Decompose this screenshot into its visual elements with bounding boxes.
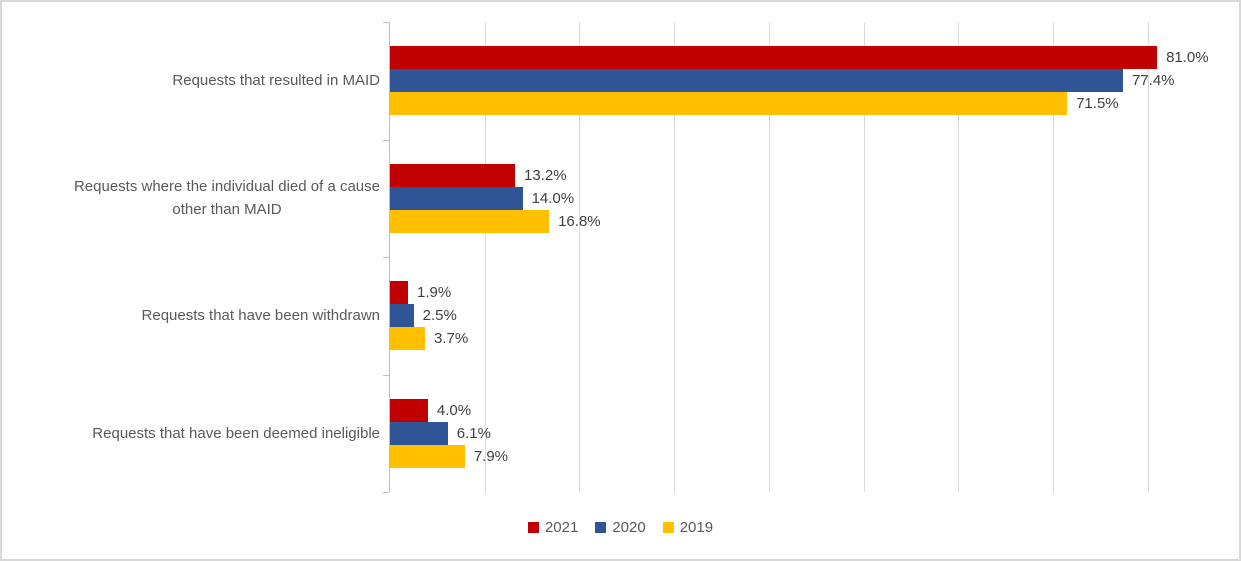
legend-item-2021: 2021 xyxy=(527,519,579,536)
gridline-70 xyxy=(1052,22,1054,492)
data-label-2020: 14.0% xyxy=(531,189,575,207)
bar-2020 xyxy=(390,421,448,445)
bar-2019 xyxy=(390,92,1068,116)
axis-tick xyxy=(383,492,389,493)
gridline-30 xyxy=(674,22,676,492)
data-label-2019: 16.8% xyxy=(558,212,601,230)
bar-2020 xyxy=(390,186,523,210)
legend-swatch-2021 xyxy=(527,522,539,533)
gridline-60 xyxy=(958,22,960,492)
gridline-80 xyxy=(1147,22,1149,492)
data-label-2019: 71.5% xyxy=(1076,95,1119,113)
category-label-text: Requests that have been withdrawn xyxy=(141,307,380,325)
gridline-50 xyxy=(863,22,865,492)
legend-label-2020: 2020 xyxy=(612,519,646,536)
category-label-text: Requests where the individual died of a … xyxy=(73,178,380,219)
category-label: Requests that have been withdrawn xyxy=(14,257,380,375)
axis-tick xyxy=(383,257,389,258)
data-label-2021: 1.9% xyxy=(416,284,452,302)
legend-item-2019: 2019 xyxy=(662,519,714,536)
gridline-40 xyxy=(768,22,770,492)
bar-2020 xyxy=(390,69,1123,93)
legend-item-2020: 2020 xyxy=(595,519,646,536)
legend-swatch-2019 xyxy=(662,522,674,533)
category-label-text: Requests that resulted in MAID xyxy=(172,72,380,90)
bar-2019 xyxy=(390,209,550,233)
axis-tick xyxy=(383,22,389,23)
legend-label-2021: 2021 xyxy=(544,519,579,536)
axis-tick xyxy=(383,139,389,141)
legend-label-2019: 2019 xyxy=(679,519,714,536)
data-label-2020: 77.4% xyxy=(1131,72,1175,90)
category-label: Requests where the individual died of a … xyxy=(14,140,380,258)
category-label-text: Requests that have been deemed ineligibl… xyxy=(92,424,380,442)
data-label-2020: 2.5% xyxy=(422,307,457,325)
legend-swatch-2020 xyxy=(595,522,607,533)
axis-tick xyxy=(383,374,389,376)
data-label-2019: 7.9% xyxy=(473,447,509,465)
data-label-2021: 81.0% xyxy=(1166,49,1209,67)
data-label-2021: 13.2% xyxy=(524,166,567,184)
data-label-2020: 6.1% xyxy=(456,424,491,442)
bar-2021 xyxy=(390,163,515,187)
bar-2021 xyxy=(390,398,428,422)
data-label-2019: 3.7% xyxy=(434,330,469,348)
bar-2021 xyxy=(390,281,408,305)
gridline-10 xyxy=(484,22,486,492)
category-label: Requests that have been deemed ineligibl… xyxy=(14,375,380,493)
data-label-2021: 4.0% xyxy=(436,401,472,419)
category-label: Requests that resulted in MAID xyxy=(14,22,380,140)
gridline-20 xyxy=(579,22,581,492)
bar-2019 xyxy=(390,444,465,468)
bar-2019 xyxy=(390,327,426,351)
bar-2021 xyxy=(390,46,1158,70)
bar-2020 xyxy=(390,304,414,328)
legend: 2021 2020 2019 xyxy=(2,519,1239,536)
category-axis-line xyxy=(389,22,390,492)
